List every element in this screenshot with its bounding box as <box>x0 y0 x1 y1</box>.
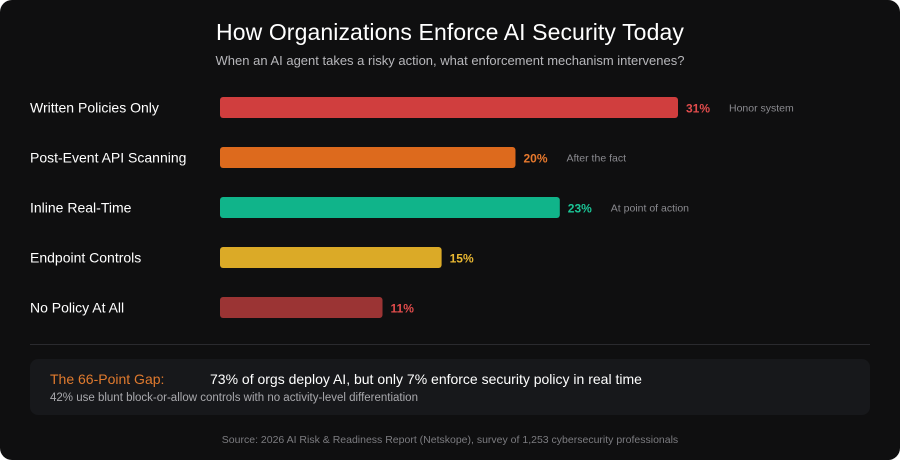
category-label: No Policy At All <box>30 300 124 316</box>
source-note: Source: 2026 AI Risk & Readiness Report … <box>221 434 679 446</box>
bar-annotation: After the fact <box>566 153 626 165</box>
bar-chart: Written Policies Only 31% Honor system Post… <box>30 97 794 318</box>
category-label: Inline Real-Time <box>30 200 132 216</box>
bar <box>220 297 383 318</box>
category-label: Post-Event API Scanning <box>30 150 186 166</box>
callout-box: The 66-Point Gap: 73% of orgs deploy AI,… <box>30 359 870 415</box>
bar <box>220 247 442 268</box>
divider <box>30 344 870 345</box>
value-label: 15% <box>450 252 474 266</box>
callout-detail: 42% use blunt block-or-allow controls wi… <box>50 392 418 404</box>
category-label: Written Policies Only <box>30 100 159 116</box>
bar <box>220 197 560 218</box>
chart-subtitle: When an AI agent takes a risky action, w… <box>215 53 685 68</box>
bar <box>220 97 678 118</box>
bar-annotation: Honor system <box>729 103 794 115</box>
bar <box>220 147 516 168</box>
value-label: 20% <box>523 152 547 166</box>
value-label: 23% <box>568 202 592 216</box>
value-label: 11% <box>391 302 415 316</box>
callout-label: The 66-Point Gap: <box>50 371 165 387</box>
chart-title: How Organizations Enforce AI Security To… <box>216 19 684 45</box>
category-label: Endpoint Controls <box>30 250 141 266</box>
bar-annotation: At point of action <box>611 203 689 215</box>
value-label: 31% <box>686 102 710 116</box>
callout-headline: 73% of orgs deploy AI, but only 7% enfor… <box>210 371 642 387</box>
